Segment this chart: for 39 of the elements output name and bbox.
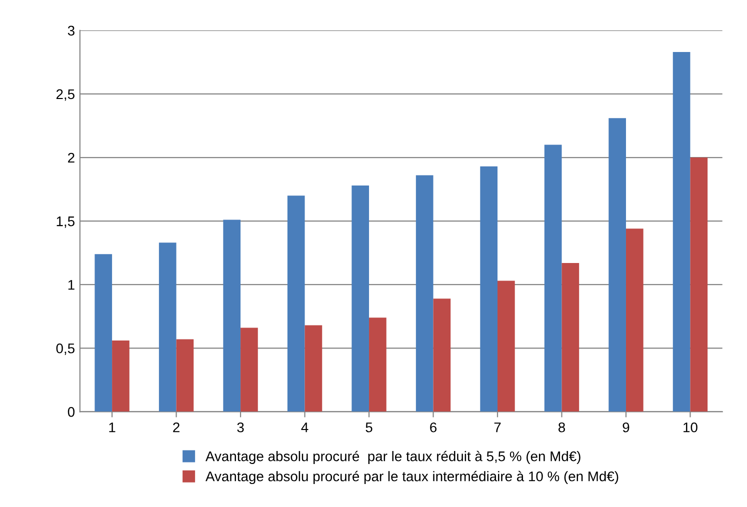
x-tick-label: 5 — [366, 422, 372, 432]
bar — [498, 280, 515, 412]
x-tick-label: 3 — [237, 422, 244, 432]
bar — [433, 298, 451, 412]
bar — [112, 340, 130, 412]
bar — [416, 175, 434, 412]
bar — [690, 158, 708, 412]
bar — [304, 325, 322, 412]
bar — [626, 228, 644, 412]
bar — [176, 339, 194, 412]
x-tick-label: 9 — [622, 422, 630, 432]
y-tick-label: 1,5 — [56, 216, 74, 228]
bar — [158, 242, 176, 412]
x-tick-label: 6 — [430, 422, 437, 432]
y-tick-label: 2 — [68, 152, 74, 163]
bar — [240, 328, 258, 412]
bar — [287, 196, 305, 412]
y-tick-label: 0,5 — [56, 343, 74, 355]
bar — [480, 166, 498, 412]
legend-label: Avantage absolu procuré par le taux réduit à 5,5 % (en Md€) — [206, 450, 580, 464]
y-tick-label: 1 — [68, 280, 74, 290]
x-tick-label: 7 — [494, 422, 501, 432]
y-tick-label: 0 — [68, 407, 75, 417]
y-tick-label: 3 — [68, 26, 74, 36]
x-tick-label: 8 — [558, 422, 565, 432]
x-tick-label: 4 — [301, 422, 308, 432]
x-tick-label: 10 — [684, 422, 698, 432]
y-tick-label: 2,5 — [56, 89, 74, 101]
bar — [352, 185, 370, 412]
bar — [608, 118, 626, 412]
bar — [672, 52, 690, 412]
bar — [94, 254, 112, 412]
legend-label: Avantage absolu procuré par le taux intermédiaire à 10 % (en Md€) — [206, 470, 618, 484]
x-tick-label: 1 — [109, 422, 116, 432]
bar — [544, 144, 562, 412]
bar — [369, 318, 386, 412]
bar — [562, 262, 580, 412]
bar — [223, 220, 241, 412]
x-tick-label: 2 — [173, 422, 180, 432]
